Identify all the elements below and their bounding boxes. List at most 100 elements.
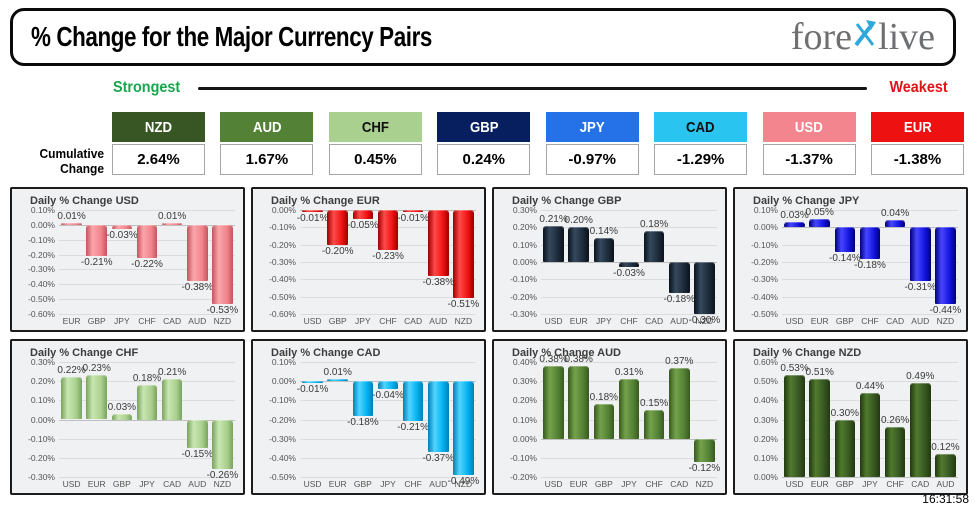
bar-column-chf: -0.23% [372, 210, 404, 314]
bar-usd-cad [161, 223, 183, 225]
data-label: 0.23% [82, 363, 111, 375]
badge-code-label: AUD [252, 118, 282, 136]
gridline [59, 284, 235, 286]
data-label: 0.26% [880, 415, 910, 427]
y-tick-label: -0.10% [510, 274, 537, 285]
currency-badge-aud: AUD 1.67% [220, 112, 314, 175]
chart-panel-jpy: Daily % Change JPY 0.10% 0.00% -0.10% -0.20%… [733, 187, 968, 332]
bar-column-eur: 0.20% [565, 210, 593, 314]
gridline [541, 314, 717, 315]
y-tick-label: 0.30% [753, 414, 778, 425]
data-label: 0.01% [57, 211, 86, 223]
y-tick-label: 0.00% [753, 472, 778, 482]
x-tick-usd: USD [785, 316, 804, 326]
data-label: -0.51% [447, 299, 480, 311]
bar-column-nzd: -0.26% [207, 362, 238, 481]
y-tick-label: 0.10% [512, 414, 537, 425]
data-label: 0.49% [906, 371, 935, 383]
y-tick-label: 0.00% [512, 433, 537, 444]
x-tick-chf: CHF [861, 316, 879, 326]
gridline [782, 296, 958, 298]
y-tick-label: 0.10% [753, 205, 778, 215]
bar-column-cad: 0.18% [640, 210, 668, 314]
data-label: 0.03% [107, 401, 137, 413]
gridline [300, 477, 476, 478]
chart-panel-chf: Daily % Change CHF 0.30% 0.20% 0.10% 0.00% -0… [10, 339, 245, 495]
y-tick-label: -0.60% [28, 309, 55, 319]
bar-jpy-nzd [935, 227, 956, 304]
x-tick-nzd: NZD [454, 316, 473, 326]
x-tick-jpy: JPY [355, 316, 371, 326]
data-label: -0.01% [296, 384, 329, 396]
bar-column-eur: 0.01% [57, 210, 86, 314]
charts-grid: Daily % Change USD 0.10% 0.00% -0.10% -0.20%… [10, 187, 968, 495]
bar-cad-usd [302, 381, 323, 384]
plot-wrap-jpy: 0.03% 0.05% -0.14% -0.18% 0.04% -0.31% -0.44% U… [780, 207, 961, 327]
badge-value-jpy: -0.97% [545, 144, 639, 175]
x-tick-aud: AUD [670, 316, 689, 326]
bar-gbp-cad [643, 230, 665, 262]
bar-usd-aud [186, 224, 208, 282]
y-tick-label: -0.50% [28, 294, 55, 305]
chart-body-nzd: 0.60% 0.50% 0.40% 0.30% 0.20% 0.10% 0.00% 0.53%… [740, 357, 960, 490]
y-tick-label: -0.10% [269, 395, 296, 406]
y-tick-label: 0.20% [512, 395, 537, 406]
bar-aud-gbp [593, 404, 615, 439]
plot-area-eur: -0.01% -0.20% -0.05% -0.23% -0.01% -0.38% -0.5… [297, 210, 479, 315]
bar-column-gbp: -0.20% [322, 210, 354, 314]
x-tick-usd: USD [544, 316, 563, 326]
plot-area-cad: -0.01% 0.01% -0.18% -0.04% -0.21% -0.37% -0.49… [297, 362, 479, 487]
gridline [782, 314, 958, 315]
y-tick-label: 0.00% [30, 219, 55, 230]
x-tick-jpy: JPY [596, 316, 612, 326]
bar-column-jpy: 0.14% [590, 210, 618, 314]
badge-code-label: USD [795, 118, 823, 136]
bar-aud-nzd [694, 438, 715, 462]
y-tick-label: 0.20% [512, 222, 537, 233]
data-label: -0.30% [688, 315, 721, 326]
badge-value-nzd: 2.64% [112, 144, 205, 175]
chart-title-gbp: Daily % Change GBP [512, 195, 622, 207]
x-axis-cad: USD EUR GBP JPY CHF AUD NZD [300, 477, 476, 490]
gridline [300, 419, 476, 421]
data-label: -0.53% [206, 304, 239, 316]
data-label: 0.01% [157, 211, 187, 223]
chart-title-aud: Daily % Change AUD [512, 347, 622, 359]
x-tick-eur: EUR [810, 479, 829, 489]
currency-badge-nzd: NZD 2.64% [112, 112, 205, 175]
gridline [300, 314, 476, 315]
y-tick-label: -0.20% [269, 414, 296, 425]
bar-aud-chf [643, 409, 665, 439]
bar-column-aud: -0.38% [181, 210, 213, 314]
x-tick-jpy: JPY [380, 479, 396, 489]
bar-column-cad: -0.01% [397, 210, 429, 314]
bar-eur-usd [302, 210, 323, 212]
y-tick-label: -0.10% [28, 234, 55, 245]
y-axis-chf: 0.30% 0.20% 0.10% 0.00% -0.10% -0.20% -0.30% [17, 357, 59, 482]
x-axis-aud: USD EUR GBP JPY CHF CAD NZD [541, 477, 717, 490]
bar-chf-cad [161, 379, 183, 420]
plot-area-nzd: 0.53% 0.51% 0.30% 0.44% 0.26% 0.49% 0.12% [780, 362, 960, 478]
x-axis-nzd: USD EUR GBP JPY CHF CAD AUD [782, 477, 958, 490]
y-tick-label: 0.00% [753, 222, 778, 233]
y-tick-label: -0.40% [28, 279, 55, 290]
x-tick-cad: CAD [670, 479, 689, 489]
gridline [300, 296, 476, 298]
badge-code-label: EUR [903, 118, 932, 136]
bar-column-chf: -0.03% [613, 210, 645, 314]
y-tick-label: -0.30% [269, 433, 296, 444]
bar-column-nzd: -0.51% [448, 210, 479, 314]
data-label: -0.05% [347, 219, 379, 231]
plot-area-aud: 0.38% 0.38% 0.18% 0.31% 0.15% 0.37% -0.12% [539, 354, 720, 478]
y-axis-gbp: 0.30% 0.20% 0.10% 0.00% -0.10% -0.20% -0.30% [499, 205, 541, 319]
x-tick-usd: USD [303, 479, 322, 489]
bar-chf-nzd [212, 419, 233, 470]
data-label: 0.44% [855, 380, 885, 392]
bar-usd-nzd [212, 224, 233, 304]
x-tick-aud: AUD [429, 479, 448, 489]
gridline [59, 299, 235, 301]
gridline [300, 438, 476, 440]
data-label: -0.21% [397, 422, 429, 434]
plot-area-gbp: 0.21% 0.20% 0.14% -0.03% 0.18% -0.18% -0.30% [539, 210, 720, 326]
bar-eur-chf [377, 210, 399, 250]
